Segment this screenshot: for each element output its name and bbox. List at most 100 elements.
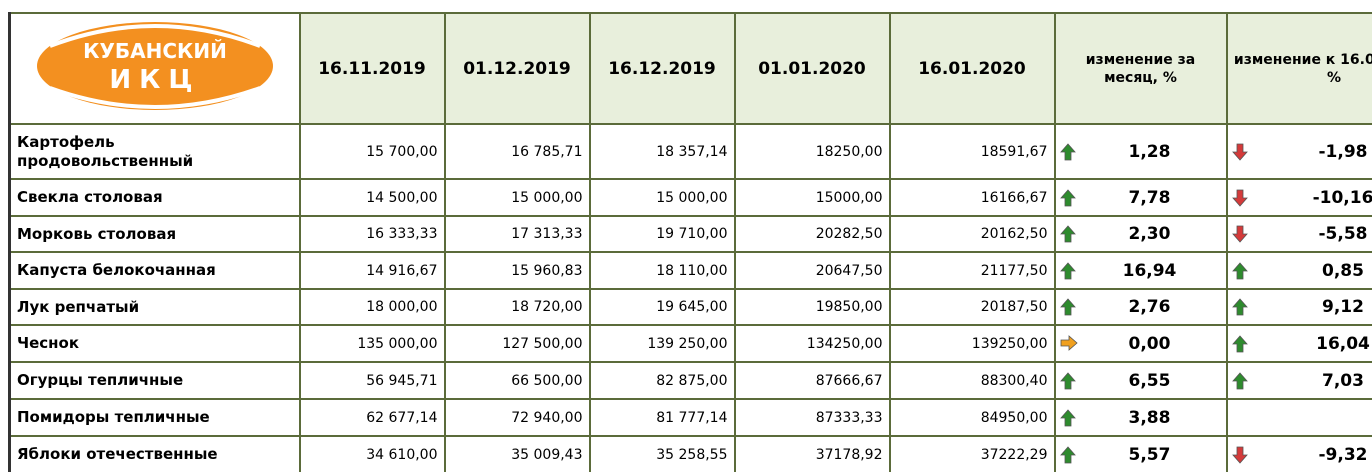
arrow-shape [1059, 142, 1076, 160]
price-cell: 87666,67 [733, 361, 891, 400]
arrow-shape [1231, 371, 1248, 389]
change-wrap: 0,85 [1231, 261, 1372, 281]
trend-arrow [1059, 225, 1076, 243]
price-cell: 87333,33 [733, 398, 891, 437]
change-wrap: 2,76 [1059, 297, 1222, 317]
header-cell: 16.12.2019 [588, 12, 736, 125]
row-label: Лук репчатый [8, 288, 301, 326]
change-cell: 16,04 [1225, 324, 1372, 363]
header-cell: 01.12.2019 [443, 12, 591, 125]
change-wrap: 6,55 [1059, 371, 1222, 391]
arrow-shape [1231, 446, 1248, 464]
change-wrap: 3,88 [1059, 407, 1222, 428]
row-label: Свекла столовая [8, 178, 301, 217]
row-label: Капуста белокочанная [8, 251, 301, 290]
change-cell: -5,58 [1225, 215, 1372, 253]
row-label: Помидоры тепличные [8, 398, 301, 437]
price-cell: 19 645,00 [588, 288, 736, 326]
change-cell: 2,76 [1053, 288, 1228, 326]
header-cell: изменение к 16.01.2019, % [1225, 12, 1372, 125]
trend-arrow [1231, 189, 1248, 207]
change-value: -9,32 [1318, 444, 1368, 465]
arrow-shape [1231, 143, 1248, 161]
trend-arrow [1231, 225, 1248, 243]
change-cell: -1,98 [1225, 123, 1372, 180]
change-cell: 7,03 [1225, 361, 1372, 400]
price-cell: 134250,00 [733, 324, 891, 363]
trend-arrow [1231, 334, 1248, 352]
trend-arrow [1059, 445, 1076, 463]
price-cell: 15 700,00 [298, 123, 446, 180]
price-cell: 35 009,43 [443, 435, 591, 472]
price-cell: 20162,50 [888, 215, 1056, 253]
price-cell: 15000,00 [733, 178, 891, 217]
price-cell: 15 000,00 [443, 178, 591, 217]
logo: КУБАНСКИЙ ИКЦ [36, 22, 273, 110]
change-value: 5,57 [1128, 444, 1171, 465]
table-row: Яблоки отечественные 34 610,00 35 009,43 35… [8, 435, 1372, 472]
price-cell: 14 500,00 [298, 178, 446, 217]
change-wrap: 16,04 [1231, 334, 1372, 354]
change-value: 7,03 [1322, 370, 1364, 391]
change-wrap: -1,98 [1231, 142, 1372, 162]
header-cell: 01.01.2020 [733, 12, 891, 125]
logo-oval [36, 22, 273, 110]
change-wrap: 9,12 [1231, 297, 1372, 317]
price-cell: 62 677,14 [298, 398, 446, 437]
change-cell: 16,94 [1053, 251, 1228, 290]
price-cell: 127 500,00 [443, 324, 591, 363]
price-table: КУБАНСКИЙ ИКЦ 16.11.2019 01.12.2019 16.12.… [8, 12, 1372, 472]
change-value: -10,16 [1312, 187, 1372, 208]
header-cell: 16.11.2019 [298, 12, 446, 125]
table-row: Помидоры тепличные 62 677,14 72 940,00 81 7… [8, 398, 1372, 437]
row-label: Яблоки отечественные [8, 435, 301, 472]
arrow-shape [1231, 225, 1248, 243]
price-cell: 34 610,00 [298, 435, 446, 472]
logo-arc [49, 24, 261, 48]
table-row: Лук репчатый 18 000,00 18 720,00 19 645,00 1… [8, 288, 1372, 326]
table-row: Морковь столовая 16 333,33 17 313,33 19 710… [8, 215, 1372, 253]
trend-arrow [1059, 142, 1076, 160]
change-cell: 0,00 [1053, 324, 1228, 363]
price-cell: 20187,50 [888, 288, 1056, 326]
arrow-shape [1059, 371, 1076, 389]
arrow-shape [1059, 445, 1076, 463]
price-cell: 16 333,33 [298, 215, 446, 253]
header-row: КУБАНСКИЙ ИКЦ 16.11.2019 01.12.2019 16.12.… [8, 12, 1372, 125]
arrow-shape [1059, 298, 1076, 316]
trend-arrow [1059, 371, 1076, 389]
change-wrap: -5,58 [1231, 224, 1372, 244]
arrow-shape [1059, 261, 1076, 279]
logo-text: ИКЦ [109, 65, 200, 95]
change-wrap: 5,57 [1059, 444, 1222, 465]
change-value: 3,88 [1128, 407, 1171, 428]
change-wrap: -9,32 [1231, 444, 1372, 465]
price-cell: 19 710,00 [588, 215, 736, 253]
change-wrap: 2,30 [1059, 224, 1222, 244]
table-container: КУБАНСКИЙ ИКЦ 16.11.2019 01.12.2019 16.12.… [8, 12, 1372, 472]
change-wrap: 7,03 [1231, 370, 1372, 391]
change-value: 2,30 [1128, 224, 1171, 244]
price-cell: 18 000,00 [298, 288, 446, 326]
price-cell: 16 785,71 [443, 123, 591, 180]
price-cell: 81 777,14 [588, 398, 736, 437]
trend-arrow [1231, 446, 1248, 464]
change-cell: -9,32 [1225, 435, 1372, 472]
arrow-shape [1059, 225, 1076, 243]
change-value: 7,78 [1128, 187, 1171, 208]
price-cell: 21177,50 [888, 251, 1056, 290]
trend-arrow [1059, 298, 1076, 316]
arrow-shape [1060, 334, 1078, 351]
change-wrap: 16,94 [1059, 261, 1222, 281]
change-value: -5,58 [1318, 224, 1368, 244]
price-cell: 35 258,55 [588, 435, 736, 472]
arrow-shape [1059, 408, 1076, 426]
change-value: 0,00 [1128, 333, 1171, 354]
change-value: 2,76 [1128, 297, 1171, 317]
header-cell: изменение за месяц, % [1053, 12, 1228, 125]
change-value: 9,12 [1322, 297, 1364, 317]
table-row: Свекла столовая 14 500,00 15 000,00 15 000,… [8, 178, 1372, 217]
price-cell: 17 313,33 [443, 215, 591, 253]
price-cell: 15 000,00 [588, 178, 736, 217]
table-body: КУБАНСКИЙ ИКЦ 16.11.2019 01.12.2019 16.12.… [8, 12, 1372, 472]
